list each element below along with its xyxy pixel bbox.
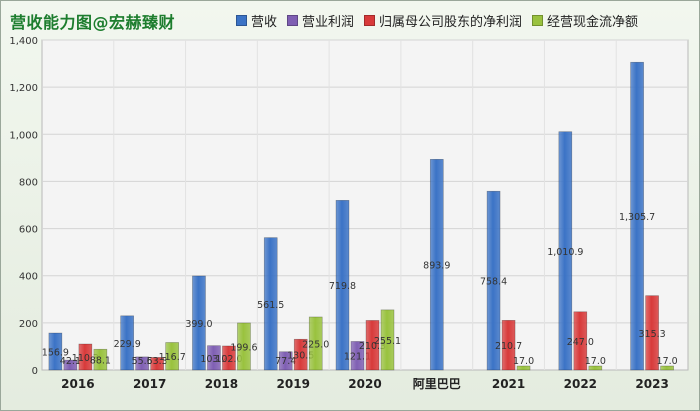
data-label: 210.3 [359,341,386,352]
y-tick-label: 0 [32,366,38,377]
legend-label: 营业利润 [302,15,355,30]
y-tick-label: 400 [19,272,38,283]
data-label: 199.6 [230,342,257,353]
data-label: 210.7 [495,341,522,352]
bar-3 [365,320,380,371]
bar-1 [486,190,501,371]
legend-label: 营收 [251,15,278,30]
bar-1 [558,131,573,371]
data-label: 42.1 [60,356,81,367]
data-label: 121.1 [344,352,371,363]
bar-2 [63,359,78,371]
x-tick-label: 2016 [61,377,94,391]
plot-area [41,39,689,371]
data-label: 88.1 [90,356,111,367]
bar-1 [335,200,350,371]
x-tick-label: 2023 [635,377,668,391]
y-tick-label: 200 [19,319,38,330]
bar-4 [308,316,323,371]
bar-1 [263,237,278,371]
y-tick-label: 600 [19,225,38,236]
x-tick-label: 2021 [492,377,525,391]
data-label: 315.3 [639,329,666,340]
bar-3 [222,345,236,371]
bar-3 [573,311,588,371]
y-tick-label: 1,000 [9,130,38,141]
data-label: 1,305.7 [619,212,655,223]
data-label: 17.0 [585,356,606,367]
data-label: 156.9 [42,348,69,359]
data-label: 110.3 [72,353,99,364]
bar-1 [48,332,63,371]
chart-title: 营收能力图@宏赫臻财 [10,13,176,32]
bar-4 [516,365,531,371]
data-label: 130.5 [287,351,314,362]
x-tick-label: 2022 [564,377,597,391]
legend-swatch [287,15,299,26]
data-label: 102.0 [215,354,242,365]
y-tick-label: 800 [19,177,38,188]
bar-1 [630,61,644,371]
data-label: 17.0 [513,356,534,367]
x-tick-label: 阿里巴巴 [413,376,461,391]
bar-2 [135,356,149,371]
bar-2 [207,345,221,371]
legend-swatch [532,15,544,26]
data-label: 55.6 [132,356,153,367]
data-label: 561.5 [257,300,284,311]
bar-1 [192,275,206,371]
x-tick-label: 2018 [205,377,238,391]
legend-item: 营业利润 [287,11,354,30]
bar-4 [237,322,251,371]
bar-4 [93,348,108,371]
data-label: 103.2 [200,354,227,365]
data-label: 225.0 [302,339,329,350]
legend-item: 经营现金流净额 [532,11,638,30]
bar-3 [501,320,516,371]
data-label: 77.4 [275,356,296,367]
legend-label: 经营现金流净额 [547,15,639,30]
data-label: 53.3 [147,356,168,367]
data-label: 17.0 [657,356,678,367]
bar-4 [165,342,179,371]
legend-swatch [364,15,376,26]
bar-4 [660,365,674,371]
bar-3 [150,357,164,371]
legend-label: 归属母公司股东的净利润 [379,15,523,30]
bar-1 [429,158,444,371]
data-label: 893.9 [423,261,450,272]
data-label: 758.4 [480,277,507,288]
bar-3 [78,343,93,371]
x-tick-label: 2017 [133,377,166,391]
legend-item: 营收 [236,11,277,30]
legend-swatch [236,15,247,26]
x-tick-label: 2019 [277,377,310,391]
data-label: 719.8 [329,281,356,292]
data-label: 255.1 [374,336,401,347]
legend: 营收 营业利润 归属母公司股东的净利润 经营现金流净额 [236,11,638,30]
y-tick-label: 1,400 [9,36,38,47]
bar-2 [350,341,365,371]
bar-4 [380,309,395,371]
bar-2 [278,351,293,371]
bar-1 [120,315,134,371]
data-label: 1,010.9 [547,247,583,258]
bar-3 [293,338,308,371]
data-label: 116.7 [159,352,186,363]
x-tick-label: 2020 [348,377,381,391]
data-label: 229.9 [114,339,141,350]
bar-3 [645,295,659,371]
data-label: 399.0 [185,319,212,330]
data-label: 247.0 [567,337,594,348]
legend-item: 归属母公司股东的净利润 [364,11,522,30]
y-tick-label: 1,200 [9,83,38,94]
bar-4 [588,365,603,371]
